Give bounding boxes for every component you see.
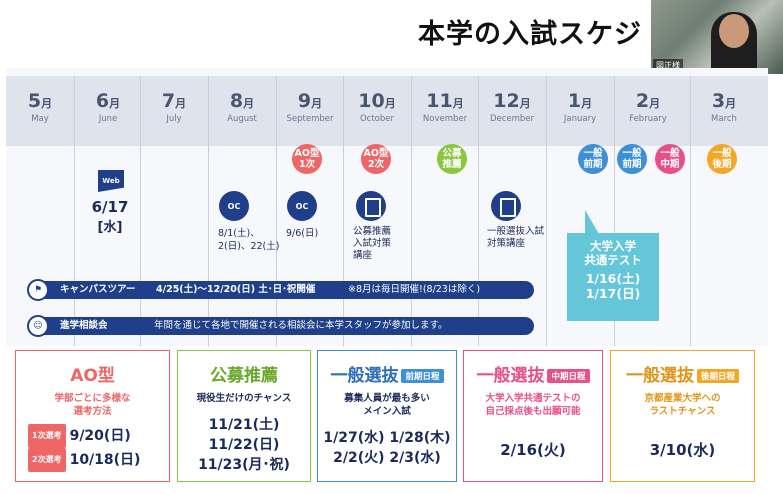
ippan-chuki-badge: 一般 中期 — [655, 144, 685, 174]
ippan-zenki-feb-badge: 一般 前期 — [617, 144, 647, 174]
ippan-kouki-badge: 一般 後期 — [707, 144, 737, 174]
chuki-card-title: 一般選抜 — [476, 366, 545, 386]
oc-sep-date: 9/6(日) — [286, 228, 319, 239]
koubo-date-1: 11/21(土) — [208, 417, 280, 433]
month-divider — [74, 76, 75, 346]
document-pen-icon — [356, 191, 386, 221]
megaphone-icon: OC — [219, 191, 249, 221]
month-september: 9月 September — [286, 90, 334, 124]
month-divider — [343, 76, 344, 346]
ao-card-sub-2: 選考方法 — [73, 406, 112, 417]
koubo-course-label-3: 講座 — [353, 250, 373, 261]
consult-text: 年間を通じて各地で開催される相談会に本学スタッフが参加します。 — [154, 320, 448, 331]
web-oc-day: [水] — [97, 220, 123, 235]
month-november: 11月 November — [422, 90, 468, 124]
koubo-date-2: 11/22(日) — [208, 437, 280, 453]
kyotsu-date-1: 1/16(土) — [585, 271, 641, 286]
month-divider — [690, 76, 691, 346]
people-icon: ☺ — [27, 315, 49, 337]
kyotsu-date-2: 1/17(日) — [585, 286, 641, 301]
ippan-kouki-card: 一般選抜 後期日程 京都産業大学への ラストチャンス 3/10(水) — [610, 350, 755, 482]
ao-second-tag: 2次選考 — [28, 448, 66, 472]
kouki-tag: 後期日程 — [696, 369, 739, 383]
chuki-card-sub-1: 大学入学共通テストの — [485, 393, 581, 404]
month-divider — [411, 76, 412, 346]
document-pen-icon — [491, 191, 521, 221]
page-title: 本学の入試スケジ — [418, 19, 642, 50]
month-may: 5月 May — [27, 90, 53, 124]
zenki-card-sub-2: メイン入試 — [363, 406, 411, 417]
kyotsu-title-1: 大学入学 — [590, 239, 636, 253]
chuki-card-sub-2: 自己採点後も出願可能 — [485, 406, 581, 417]
koubo-date-3: 11/23(月･祝) — [198, 457, 290, 473]
webcam-video-tile: 図正様 — [651, 0, 783, 74]
month-august: 8月 August — [227, 90, 257, 124]
presenter-face — [719, 14, 749, 48]
chuki-date: 2/16(火) — [500, 441, 566, 459]
month-divider — [478, 76, 479, 346]
oc-aug-dates-2: 2(日)、22(土) — [218, 241, 280, 252]
kouki-card-sub-2: ラストチャンス — [649, 406, 716, 417]
ippan-zenki-card: 一般選抜 前期日程 募集人員が最も多い メイン入試 1/27(水) 1/28(木)… — [317, 350, 457, 482]
zenki-date-2: 2/2(火) 2/3(水) — [333, 450, 441, 466]
campus-tour-note: ※8月は毎日開催!(8/23は除く) — [348, 284, 481, 295]
ao-first-date: 9/20(日) — [69, 428, 131, 444]
ao-first-badge: AO型 1次 — [292, 144, 322, 174]
month-july: 7月 July — [161, 90, 187, 124]
campus-tour-bar: キャンパスツアー 4/25(土)〜12/20(日) 土･日･祝開催 ※8月は毎日… — [28, 281, 534, 299]
ao-card-sub-1: 学部ごとに多様な — [54, 393, 131, 404]
megaphone-icon: OC — [287, 191, 317, 221]
web-oc-date: 6/17 — [91, 198, 129, 216]
zenki-card-sub-1: 募集人員が最も多い — [344, 393, 430, 404]
month-october: 10月 October — [358, 90, 396, 124]
ippan-course-label-2: 対策講座 — [487, 238, 526, 249]
month-divider — [276, 76, 277, 346]
ao-second-badge: AO型 2次 — [361, 144, 391, 174]
zenki-date-1: 1/27(水) 1/28(木) — [323, 430, 451, 446]
koubo-card-sub: 現役生だけのチャンス — [196, 393, 292, 404]
ao-card-title: AO型 — [70, 366, 115, 386]
month-divider — [140, 76, 141, 346]
campus-tour-label: キャンパスツアー — [60, 284, 136, 295]
ippan-zenki-jan-badge: 一般 前期 — [578, 144, 608, 174]
chuki-tag: 中期日程 — [547, 369, 590, 383]
koubo-card-title: 公募推薦 — [210, 366, 278, 386]
kouki-date: 3/10(水) — [649, 441, 716, 459]
zenki-tag: 前期日程 — [401, 369, 444, 383]
month-december: 12月 December — [489, 90, 535, 124]
month-june: 6月 June — [95, 90, 121, 124]
ippan-course-label-1: 一般選抜入試 — [487, 226, 545, 237]
month-divider — [546, 76, 547, 346]
month-header-band — [6, 76, 768, 146]
zenki-card-title: 一般選抜 — [330, 366, 399, 386]
kouki-card-sub-1: 京都産業大学への — [644, 393, 721, 404]
ao-first-tag: 1次選考 — [28, 424, 66, 448]
consult-label: 進学相談会 — [60, 320, 108, 331]
kyotsu-title-2: 共通テスト — [584, 253, 642, 267]
month-february: 2月 February — [629, 90, 667, 124]
koubo-course-label-1: 公募推薦 — [353, 226, 392, 237]
month-january: 1月 January — [563, 90, 597, 124]
campus-tour-dates: 4/25(土)〜12/20(日) 土･日･祝開催 — [156, 284, 316, 295]
koubo-card: 公募推薦 現役生だけのチャンス 11/21(土) 11/22(日) 11/23(… — [177, 350, 311, 482]
koubo-badge: 公募 推薦 — [437, 144, 467, 174]
ippan-chuki-card: 一般選抜 中期日程 大学入学共通テストの 自己採点後も出願可能 2/16(火) — [463, 350, 603, 482]
month-march: 3月 March — [711, 90, 737, 124]
flag-icon: ⚑ — [27, 279, 49, 301]
month-divider — [208, 76, 209, 346]
ao-second-date: 10/18(日) — [69, 452, 141, 468]
month-divider — [614, 76, 615, 346]
oc-aug-dates-1: 8/1(土)、 — [218, 228, 260, 239]
kyotsu-test-box: 大学入学 共通テスト 1/16(土) 1/17(日) — [567, 233, 659, 321]
web-flag-icon: Web — [98, 170, 124, 192]
consult-bar: 進学相談会 年間を通じて各地で開催される相談会に本学スタッフが参加します。 — [28, 317, 534, 335]
koubo-course-label-2: 入試対策 — [353, 238, 392, 249]
kouki-card-title: 一般選抜 — [625, 366, 694, 386]
ao-card: AO型 学部ごとに多様な 選考方法 1次選考 9/20(日) 2次選考 10/18(… — [15, 350, 170, 482]
